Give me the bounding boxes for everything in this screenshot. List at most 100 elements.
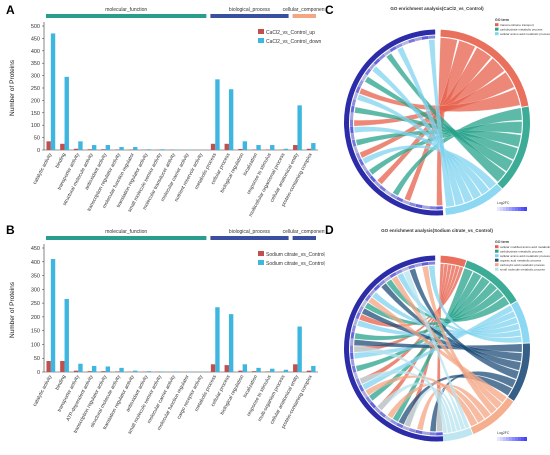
chord-ribbon — [397, 272, 522, 338]
legend-swatch — [495, 27, 499, 31]
term-arc — [464, 260, 517, 305]
bar-down — [297, 326, 302, 372]
bar-down — [283, 369, 289, 372]
legend-swatch — [258, 29, 264, 34]
chord-ribbon — [428, 39, 455, 208]
panel-letter-b: B — [6, 223, 15, 237]
x-tick-label: binding — [54, 374, 67, 391]
gene-segment — [374, 406, 381, 414]
bar-down — [146, 371, 152, 372]
bar-down — [50, 33, 56, 150]
y-tick-label: 400 — [31, 260, 40, 266]
gene-segment — [408, 427, 417, 433]
chord-ribbon — [381, 283, 521, 371]
gene-segment — [365, 396, 372, 404]
chord-chart-d: GO enrichment analysis(Sodium citrate_vs… — [344, 228, 550, 442]
chord-ribbon — [359, 88, 521, 112]
bar-chart-a: molecular_function biological_process cell… — [9, 7, 325, 218]
scale-step — [506, 437, 509, 441]
bar-down — [283, 148, 289, 150]
chord-ribbon — [359, 370, 452, 433]
group-label: molecular_function — [105, 229, 147, 235]
gene-segment — [355, 312, 361, 320]
chord-ribbon — [422, 265, 497, 415]
bar-down — [242, 141, 248, 150]
y-tick-label: 50 — [34, 136, 40, 142]
gene-segment — [390, 419, 398, 426]
scale-step — [497, 207, 500, 211]
legend-label: cellular modified amino acid metabolic p… — [500, 245, 550, 249]
gene-segment — [390, 193, 398, 200]
y-tick-label: 250 — [31, 301, 40, 307]
gene-segment — [361, 164, 368, 172]
gene-segment — [408, 201, 417, 207]
bar-down — [78, 363, 83, 372]
legend-swatch — [258, 260, 264, 265]
legend-label: carbohydrate metabolic process — [500, 250, 543, 254]
scale-step — [503, 207, 506, 211]
gene-segment — [389, 272, 397, 279]
y-tick-label: 300 — [31, 74, 40, 80]
bar-down — [64, 76, 69, 150]
legend-swatch — [495, 249, 499, 253]
chord-ribbon — [409, 268, 520, 380]
bar-up — [87, 149, 92, 150]
gene-segment — [350, 105, 355, 113]
gene-segment — [365, 170, 372, 178]
scale-step — [509, 437, 512, 441]
scale-step — [521, 437, 524, 441]
bar-down — [311, 365, 316, 372]
gene-segment — [351, 139, 357, 147]
bar-down — [270, 368, 275, 372]
gene-segment — [384, 189, 392, 196]
gene-segment — [428, 35, 436, 39]
bar-up — [101, 149, 106, 150]
gene-segment — [429, 432, 436, 436]
y-tick-label: 450 — [31, 246, 40, 252]
gene-segment — [379, 411, 387, 418]
bar-chart-b: molecular_function biological_process cell… — [9, 229, 325, 435]
scale-step — [515, 207, 518, 211]
gene-segment — [436, 206, 443, 210]
legend-label: cellular amino acid metabolic process — [500, 254, 550, 258]
bar-down — [256, 367, 261, 372]
term-arc — [440, 255, 467, 267]
bar-down — [105, 366, 111, 372]
legend-label: CaCl2_vs_Control_down — [266, 39, 322, 45]
bar-up — [87, 371, 92, 372]
gene-segment — [414, 262, 422, 268]
bar-down — [64, 298, 69, 372]
bar-up — [101, 371, 106, 372]
bar-up — [210, 143, 216, 150]
legend-swatch — [258, 38, 264, 43]
chord-chart-c: GO enrichment analysis(CaCl2_vs_Control)… — [343, 6, 550, 216]
bar-up — [224, 143, 229, 150]
gene-segment — [353, 92, 359, 100]
gene-segment — [351, 325, 357, 333]
term-arc — [442, 427, 473, 442]
chord-title: GO enrichment analysis(CaCl2_vs_Control) — [390, 6, 484, 11]
legend-label: carbohydrate metabolic process — [500, 28, 543, 32]
bar-down — [119, 147, 124, 150]
bar-down — [256, 145, 261, 150]
gene-segment — [422, 431, 430, 436]
chord-ribbon — [372, 292, 520, 335]
gene-segment — [369, 175, 377, 183]
gene-segment — [402, 425, 410, 431]
gene-segment — [402, 199, 410, 205]
y-tick-label: 150 — [31, 329, 40, 335]
gene-segment — [379, 185, 387, 192]
gene-segment — [369, 63, 376, 71]
gene-segment — [396, 422, 404, 429]
scale-label: Log2FC — [497, 201, 510, 205]
scale-step — [524, 207, 527, 211]
bar-down — [160, 371, 165, 372]
bar-up — [73, 148, 79, 150]
gene-segment — [401, 40, 409, 46]
scale-step — [512, 207, 515, 211]
gene-segment — [353, 146, 359, 154]
gene-segment — [408, 38, 416, 44]
group-bar — [292, 14, 316, 18]
y-tick-label: 150 — [31, 111, 40, 117]
gene-segment — [358, 79, 364, 88]
